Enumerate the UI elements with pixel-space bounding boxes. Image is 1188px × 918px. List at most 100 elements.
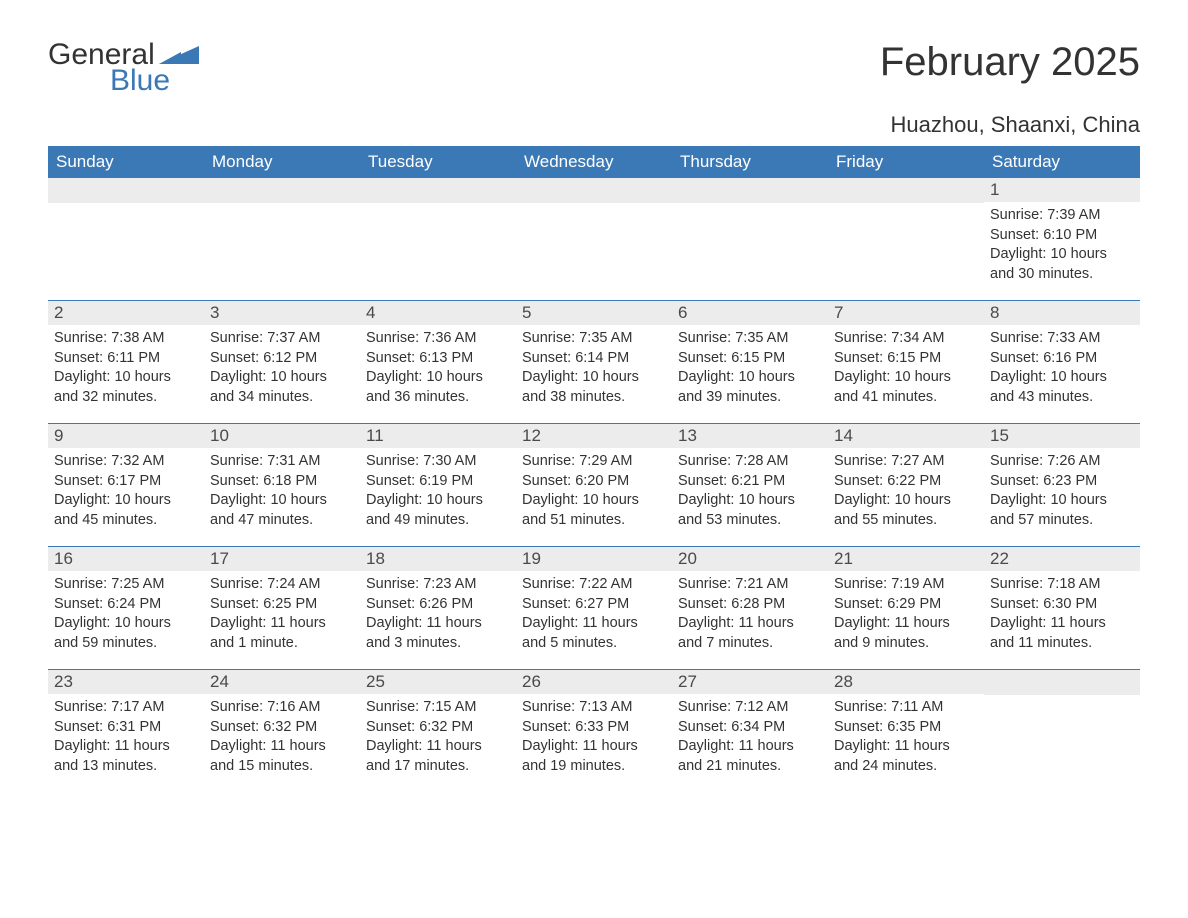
sunrise-text: Sunrise: 7:21 AM xyxy=(678,575,822,595)
sunrise-text: Sunrise: 7:34 AM xyxy=(834,329,978,349)
day-content: Sunrise: 7:36 AMSunset: 6:13 PMDaylight:… xyxy=(360,325,516,417)
daylight-text: Daylight: 10 hours and 34 minutes. xyxy=(210,368,354,407)
daylight-text: Daylight: 11 hours and 1 minute. xyxy=(210,614,354,653)
sunrise-text: Sunrise: 7:35 AM xyxy=(678,329,822,349)
day-content: Sunrise: 7:35 AMSunset: 6:14 PMDaylight:… xyxy=(516,325,672,417)
day-cell: 21Sunrise: 7:19 AMSunset: 6:29 PMDayligh… xyxy=(828,547,984,667)
calendar: SundayMondayTuesdayWednesdayThursdayFrid… xyxy=(48,146,1140,790)
daylight-text: Daylight: 10 hours and 49 minutes. xyxy=(366,491,510,530)
day-content: Sunrise: 7:30 AMSunset: 6:19 PMDaylight:… xyxy=(360,448,516,540)
day-number: 5 xyxy=(516,301,672,325)
sunrise-text: Sunrise: 7:29 AM xyxy=(522,452,666,472)
weekday-header: Saturday xyxy=(984,146,1140,178)
sunset-text: Sunset: 6:23 PM xyxy=(990,472,1134,492)
header-row: General Blue February 2025 xyxy=(48,40,1140,96)
day-number: 4 xyxy=(360,301,516,325)
day-number: 12 xyxy=(516,424,672,448)
sunset-text: Sunset: 6:30 PM xyxy=(990,595,1134,615)
sunrise-text: Sunrise: 7:11 AM xyxy=(834,698,978,718)
sunset-text: Sunset: 6:29 PM xyxy=(834,595,978,615)
empty-day-header xyxy=(984,670,1140,695)
sunrise-text: Sunrise: 7:18 AM xyxy=(990,575,1134,595)
daylight-text: Daylight: 10 hours and 59 minutes. xyxy=(54,614,198,653)
day-content: Sunrise: 7:13 AMSunset: 6:33 PMDaylight:… xyxy=(516,694,672,786)
weekday-header: Wednesday xyxy=(516,146,672,178)
daylight-text: Daylight: 10 hours and 39 minutes. xyxy=(678,368,822,407)
sunrise-text: Sunrise: 7:17 AM xyxy=(54,698,198,718)
week-row: 16Sunrise: 7:25 AMSunset: 6:24 PMDayligh… xyxy=(48,546,1140,667)
week-row: 2 Sunrise: 7:38 AMSunset: 6:11 PM Daylight… xyxy=(48,300,1140,421)
daylight-text: Daylight: 10 hours and 43 minutes. xyxy=(990,368,1134,407)
day-content: Sunrise: 7:16 AMSunset: 6:32 PMDaylight:… xyxy=(204,694,360,786)
week-row: 23Sunrise: 7:17 AMSunset: 6:31 PMDayligh… xyxy=(48,669,1140,790)
day-number: 3 xyxy=(204,301,360,325)
sunset-text: Sunset: 6:11 PM xyxy=(54,349,198,369)
sunrise-text: Sunrise: 7:31 AM xyxy=(210,452,354,472)
sunset-text: Sunset: 6:14 PM xyxy=(522,349,666,369)
day-cell xyxy=(48,178,204,298)
week-row: 1Sunrise: 7:39 AMSunset: 6:10 PMDaylight… xyxy=(48,178,1140,298)
day-content: Sunrise: 7:19 AMSunset: 6:29 PMDaylight:… xyxy=(828,571,984,663)
daylight-text: Daylight: 10 hours and 30 minutes. xyxy=(990,245,1134,284)
day-cell: 10Sunrise: 7:31 AMSunset: 6:18 PMDayligh… xyxy=(204,424,360,544)
sunrise-text: Sunrise: 7:38 AM xyxy=(54,329,198,349)
sunrise-text: Sunrise: 7:28 AM xyxy=(678,452,822,472)
sunset-text: Sunset: 6:16 PM xyxy=(990,349,1134,369)
day-cell: 15Sunrise: 7:26 AMSunset: 6:23 PMDayligh… xyxy=(984,424,1140,544)
empty-day-header xyxy=(48,178,204,203)
day-content: Sunrise: 7:21 AMSunset: 6:28 PMDaylight:… xyxy=(672,571,828,663)
day-content: Sunrise: 7:37 AMSunset: 6:12 PMDaylight:… xyxy=(204,325,360,417)
daylight-text: Daylight: 11 hours and 13 minutes. xyxy=(54,737,198,776)
day-cell xyxy=(828,178,984,298)
day-number: 23 xyxy=(48,670,204,694)
day-content: Sunrise: 7:39 AMSunset: 6:10 PMDaylight:… xyxy=(984,202,1140,294)
sunset-text: Sunset: 6:24 PM xyxy=(54,595,198,615)
day-content: Sunrise: 7:28 AMSunset: 6:21 PMDaylight:… xyxy=(672,448,828,540)
day-number: 16 xyxy=(48,547,204,571)
day-cell: 28Sunrise: 7:11 AMSunset: 6:35 PMDayligh… xyxy=(828,670,984,790)
daylight-text: Daylight: 11 hours and 24 minutes. xyxy=(834,737,978,776)
daylight-text: Daylight: 10 hours and 38 minutes. xyxy=(522,368,666,407)
day-cell: 23Sunrise: 7:17 AMSunset: 6:31 PMDayligh… xyxy=(48,670,204,790)
sunrise-text: Sunrise: 7:33 AM xyxy=(990,329,1134,349)
day-number: 6 xyxy=(672,301,828,325)
day-number: 27 xyxy=(672,670,828,694)
sunrise-text: Sunrise: 7:37 AM xyxy=(210,329,354,349)
weekday-header-row: SundayMondayTuesdayWednesdayThursdayFrid… xyxy=(48,146,1140,178)
day-cell: 5Sunrise: 7:35 AMSunset: 6:14 PMDaylight… xyxy=(516,301,672,421)
weekday-header: Sunday xyxy=(48,146,204,178)
daylight-text: Daylight: 10 hours and 57 minutes. xyxy=(990,491,1134,530)
sunrise-text: Sunrise: 7:23 AM xyxy=(366,575,510,595)
day-content: Sunrise: 7:26 AMSunset: 6:23 PMDaylight:… xyxy=(984,448,1140,540)
day-cell: 9Sunrise: 7:32 AMSunset: 6:17 PMDaylight… xyxy=(48,424,204,544)
empty-day-header xyxy=(672,178,828,203)
day-number: 8 xyxy=(984,301,1140,325)
sunrise-text: Sunrise: 7:22 AM xyxy=(522,575,666,595)
sunset-text: Sunset: 6:25 PM xyxy=(210,595,354,615)
day-cell: 18Sunrise: 7:23 AMSunset: 6:26 PMDayligh… xyxy=(360,547,516,667)
day-number: 11 xyxy=(360,424,516,448)
day-content: Sunrise: 7:27 AMSunset: 6:22 PMDaylight:… xyxy=(828,448,984,540)
day-number: 10 xyxy=(204,424,360,448)
day-number: 14 xyxy=(828,424,984,448)
sunset-text: Sunset: 6:35 PM xyxy=(834,718,978,738)
daylight-text: Daylight: 11 hours and 17 minutes. xyxy=(366,737,510,776)
day-cell: 2Sunrise: 7:38 AMSunset: 6:11 PMDaylight… xyxy=(48,301,204,421)
sunset-text: Sunset: 6:27 PM xyxy=(522,595,666,615)
sunset-text: Sunset: 6:21 PM xyxy=(678,472,822,492)
day-cell xyxy=(984,670,1140,790)
day-content: Sunrise: 7:12 AMSunset: 6:34 PMDaylight:… xyxy=(672,694,828,786)
day-cell xyxy=(204,178,360,298)
sunrise-text: Sunrise: 7:39 AM xyxy=(990,206,1134,226)
sunset-text: Sunset: 6:31 PM xyxy=(54,718,198,738)
day-cell: 26Sunrise: 7:13 AMSunset: 6:33 PMDayligh… xyxy=(516,670,672,790)
day-content: Sunrise: 7:17 AMSunset: 6:31 PMDaylight:… xyxy=(48,694,204,786)
day-content: Sunrise: 7:25 AMSunset: 6:24 PMDaylight:… xyxy=(48,571,204,663)
sunset-text: Sunset: 6:12 PM xyxy=(210,349,354,369)
sunrise-text: Sunrise: 7:19 AM xyxy=(834,575,978,595)
sunrise-text: Sunrise: 7:12 AM xyxy=(678,698,822,718)
day-number: 2 xyxy=(48,301,204,325)
day-number: 20 xyxy=(672,547,828,571)
sunset-text: Sunset: 6:26 PM xyxy=(366,595,510,615)
day-content: Sunrise: 7:35 AMSunset: 6:15 PMDaylight:… xyxy=(672,325,828,417)
